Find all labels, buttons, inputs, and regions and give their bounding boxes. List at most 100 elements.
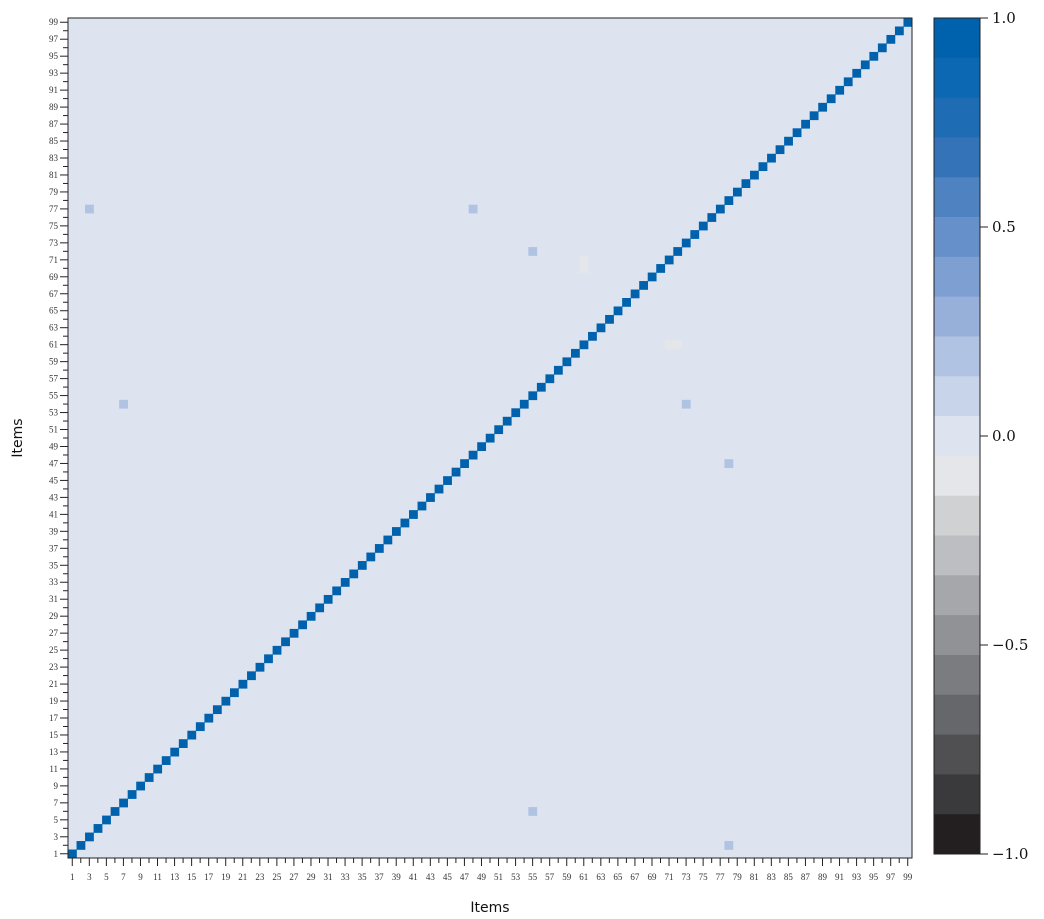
x-tick-label: 85 (784, 872, 794, 882)
heatmap-diagonal-cell (349, 569, 359, 579)
heatmap-diagonal-cell (366, 552, 376, 562)
x-tick-label: 69 (647, 872, 657, 882)
colorbar-swatch (934, 97, 980, 138)
colorbar-swatch (934, 137, 980, 178)
heatmap-diagonal-cell (468, 450, 478, 460)
colorbar-swatch (934, 654, 980, 696)
heatmap-diagonal-cell (68, 849, 77, 859)
colorbar-tick-label: 0.0 (992, 427, 1016, 445)
heatmap-diagonal-cell (741, 179, 751, 188)
y-tick-label: 3 (54, 832, 59, 842)
heatmap-diagonal-cell (323, 594, 333, 604)
heatmap-diagonal-cell (306, 611, 316, 621)
y-tick-label: 59 (49, 357, 59, 367)
x-tick-label: 45 (443, 872, 453, 882)
heatmap-diagonal-cell (715, 204, 725, 214)
heatmap-diagonal-cell (374, 544, 384, 553)
x-tick-label: 71 (665, 872, 674, 882)
x-tick-label: 67 (630, 872, 640, 882)
y-tick-label: 27 (49, 628, 59, 638)
x-tick-label: 55 (528, 872, 538, 882)
y-tick-label: 21 (49, 679, 58, 689)
heatmap-diagonal-cell (519, 399, 529, 409)
heatmap-diagonal-cell (357, 561, 367, 570)
heatmap-diagonal-cell (588, 331, 597, 341)
heatmap-diagonal-cell (869, 51, 879, 61)
heatmap-diagonal-cell (613, 306, 623, 316)
colorbar-ticks: 1.0 0.5 0.0 −0.5 −1.0 (980, 9, 1028, 863)
heatmap-diagonal-cell (528, 391, 538, 401)
heatmap-diagonal-cell (238, 679, 248, 689)
y-tick-label: 37 (49, 543, 59, 553)
heatmap-cell (664, 340, 674, 350)
heatmap-diagonal-cell (639, 281, 649, 290)
heatmap-diagonal-cell (826, 94, 836, 104)
y-tick-label: 57 (49, 374, 59, 384)
heatmap-diagonal-cell (596, 323, 606, 333)
heatmap-diagonal-cell (340, 578, 350, 587)
heatmap-diagonal-cell (724, 196, 734, 205)
heatmap-diagonal-cell (903, 18, 913, 27)
heatmap-diagonal-cell (391, 527, 401, 536)
y-tick-label: 25 (49, 645, 59, 655)
colorbar-tick-label: 0.5 (992, 218, 1016, 236)
y-tick-label: 85 (49, 136, 59, 146)
heatmap-diagonal-cell (170, 747, 180, 757)
x-tick-label: 49 (477, 872, 487, 882)
y-tick-label: 19 (49, 696, 59, 706)
y-tick-label: 45 (49, 475, 59, 485)
heatmap-diagonal-cell (127, 790, 137, 799)
heatmap-diagonal-cell (119, 798, 128, 808)
heatmap-cell (724, 841, 734, 850)
colorbar-tick-label: −0.5 (992, 636, 1028, 654)
x-tick-label: 17 (204, 872, 214, 882)
heatmap-diagonal-cell (417, 501, 427, 511)
heatmap-diagonal-cell (570, 348, 580, 358)
colorbar-swatch (934, 18, 980, 59)
heatmap-diagonal-cell (161, 756, 171, 765)
heatmap-diagonal-cell (894, 26, 904, 36)
x-tick-label: 21 (238, 872, 247, 882)
heatmap-diagonal-cell (426, 493, 435, 502)
y-tick-label: 69 (49, 272, 59, 282)
x-tick-label: 83 (767, 872, 777, 882)
heatmap-diagonal-cell (110, 807, 120, 816)
x-tick-label: 93 (852, 872, 862, 882)
y-tick-label: 87 (49, 119, 59, 129)
heatmap-diagonal-cell (818, 102, 828, 112)
x-tick-label: 95 (869, 872, 879, 882)
heatmap-diagonal-cell (383, 535, 393, 545)
heatmap-diagonal-cell (102, 815, 111, 825)
heatmap-diagonal-cell (178, 739, 188, 748)
colorbar-swatch (934, 774, 980, 815)
heatmap-diagonal-cell (434, 484, 444, 494)
heatmap-diagonal-cell (76, 841, 86, 850)
heatmap-diagonal-cell (673, 247, 683, 256)
x-tick-label: 77 (716, 872, 726, 882)
heatmap-diagonal-cell (460, 459, 469, 468)
heatmap-diagonal-cell (877, 43, 887, 53)
x-tick-label: 75 (699, 872, 709, 882)
x-tick-label: 35 (358, 872, 368, 882)
heatmap-diagonal-cell (144, 773, 154, 782)
x-tick-label: 53 (511, 872, 521, 882)
x-tick-label: 33 (341, 872, 351, 882)
heatmap-diagonal-cell (707, 213, 717, 222)
heatmap-diagonal-cell (656, 264, 666, 273)
x-tick-label: 99 (903, 872, 913, 882)
x-tick-label: 25 (272, 872, 282, 882)
colorbar-swatch (934, 575, 980, 616)
x-tick-label: 57 (545, 872, 555, 882)
y-tick-label: 81 (49, 170, 58, 180)
heatmap-diagonal-cell (690, 230, 700, 239)
x-axis-title: Items (470, 900, 509, 916)
x-tick-label: 91 (835, 872, 844, 882)
heatmap-diagonal-cell (315, 603, 325, 613)
heatmap-diagonal-cell (860, 60, 870, 70)
heatmap-cell (724, 459, 734, 468)
x-tick-label: 59 (562, 872, 572, 882)
y-tick-label: 13 (49, 747, 59, 757)
y-tick-label: 61 (49, 340, 58, 350)
x-tick-label: 81 (750, 872, 759, 882)
